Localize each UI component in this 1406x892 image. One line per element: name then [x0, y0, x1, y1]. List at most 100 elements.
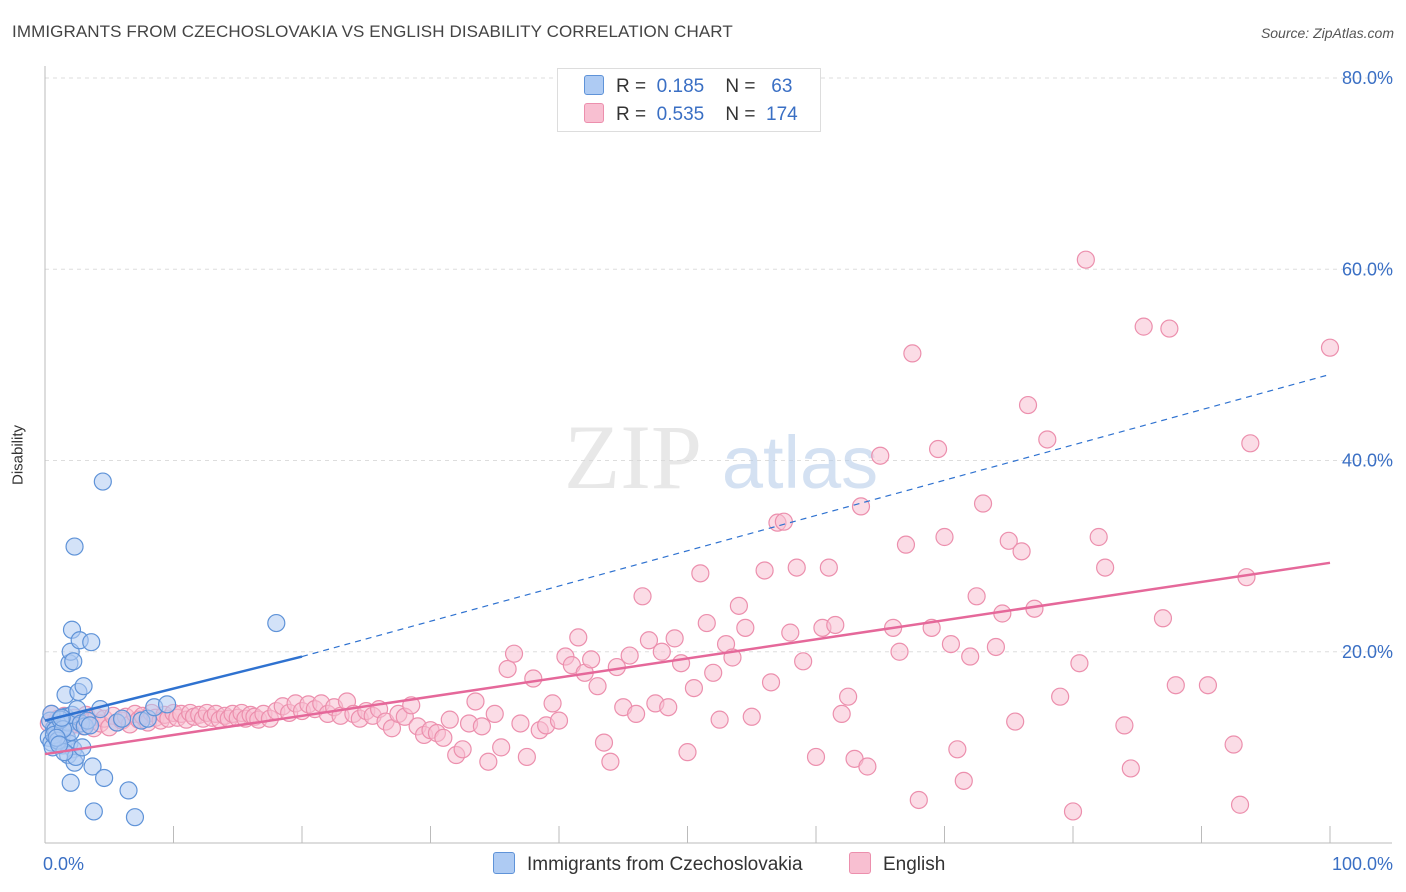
x-tick-label-max: 100.0%	[1332, 854, 1393, 874]
english-point	[928, 439, 948, 459]
english-point	[967, 587, 986, 606]
bottom-legend-swatch-czech	[493, 852, 515, 874]
english-point	[1038, 430, 1057, 449]
english-point	[1121, 759, 1140, 778]
english-point	[1134, 317, 1153, 336]
english-point	[1166, 676, 1185, 695]
english-point	[909, 790, 928, 810]
english-point	[434, 728, 453, 747]
english-point	[1153, 609, 1173, 628]
english-point	[485, 704, 504, 724]
bottom-legend-label-czech: Immigrants from Czechoslovakia	[527, 854, 803, 875]
english-point	[954, 771, 973, 790]
english-point	[935, 527, 954, 547]
english-point	[639, 631, 659, 650]
english-point	[1006, 712, 1025, 731]
legend-r-label: R =	[616, 104, 647, 125]
english-point	[492, 738, 511, 757]
czech-point	[74, 677, 93, 696]
english-point	[832, 704, 851, 724]
legend-n-value: 63	[771, 76, 793, 97]
english-point	[1320, 338, 1340, 357]
english-point	[665, 629, 684, 648]
english-point	[961, 647, 980, 666]
english-point	[466, 692, 485, 711]
legend-swatch-czech	[584, 75, 604, 95]
legend-swatch-english	[584, 103, 604, 123]
czech-point	[82, 633, 101, 652]
english-point	[1230, 795, 1250, 814]
english-point	[704, 663, 723, 682]
trend-lines	[44, 373, 1331, 756]
english-point	[511, 714, 530, 733]
english-point	[633, 587, 652, 606]
english-point	[858, 757, 877, 776]
legend-r-label: R =	[616, 76, 647, 97]
english-point	[569, 628, 588, 647]
watermark-atlas: atlas	[722, 421, 878, 504]
czech-point	[119, 781, 138, 800]
english-point	[582, 650, 601, 669]
english-point	[729, 596, 749, 615]
english-point	[440, 710, 459, 729]
bottom-legend-label-english: English	[883, 854, 946, 875]
english-point	[839, 687, 858, 706]
y-tick-label: 60.0%	[1342, 259, 1393, 279]
chart-title: IMMIGRANTS FROM CZECHOSLOVAKIA VS ENGLIS…	[12, 22, 733, 41]
english-trend-line	[44, 561, 1331, 756]
y-tick-label: 20.0%	[1342, 642, 1393, 662]
english-point	[472, 717, 491, 736]
english-point	[601, 752, 620, 771]
czech-point	[80, 716, 100, 735]
english-point	[826, 615, 845, 635]
english-point	[806, 747, 826, 767]
english-point	[684, 678, 704, 698]
english-point	[903, 344, 922, 363]
czech-point	[61, 773, 80, 792]
english-point	[999, 531, 1018, 550]
english-point	[794, 652, 813, 671]
english-point	[1018, 395, 1038, 415]
legend-row-english: R = 0.535 N = 174	[584, 103, 798, 126]
english-point	[1076, 250, 1095, 269]
english-point	[1096, 558, 1115, 577]
english-point	[1012, 542, 1031, 561]
english-point	[517, 747, 536, 767]
english-point	[1160, 319, 1179, 338]
english-point	[736, 618, 755, 637]
english-point	[691, 564, 710, 583]
czech-point	[125, 808, 145, 827]
czech-trend-line	[44, 655, 303, 722]
x-tick-label-min: 0.0%	[43, 854, 84, 874]
y-tick-label: 80.0%	[1342, 68, 1393, 88]
english-point	[1241, 434, 1260, 453]
y-tick-label: 40.0%	[1342, 451, 1393, 471]
english-point	[453, 740, 472, 759]
english-point	[659, 698, 678, 717]
english-point	[896, 535, 916, 554]
english-point	[871, 446, 890, 465]
legend-row-czech: R = 0.185 N = 63	[584, 75, 792, 98]
english-point	[697, 613, 716, 633]
bottom-legend-czech: Immigrants from Czechoslovakia	[493, 852, 803, 876]
english-point	[652, 642, 671, 661]
english-point	[1089, 527, 1108, 547]
bottom-legend-english: English	[849, 852, 945, 876]
english-point	[941, 634, 961, 654]
english-point	[594, 733, 614, 752]
source-label: Source: ZipAtlas.com	[1260, 25, 1394, 41]
czech-trend-extension	[301, 373, 1331, 658]
english-point	[1198, 676, 1218, 695]
english-point	[710, 710, 729, 729]
english-point	[819, 558, 838, 577]
czech-point	[267, 613, 286, 633]
english-point	[549, 711, 569, 730]
english-point	[973, 494, 993, 513]
legend-n-label: N =	[725, 104, 756, 125]
english-point	[498, 659, 517, 679]
legend-r-value: 0.535	[656, 104, 705, 125]
english-point	[543, 694, 562, 713]
legend: R = 0.185 N = 63 R = 0.535 N = 174	[557, 68, 821, 132]
english-point	[761, 673, 781, 692]
english-point	[1115, 716, 1134, 735]
